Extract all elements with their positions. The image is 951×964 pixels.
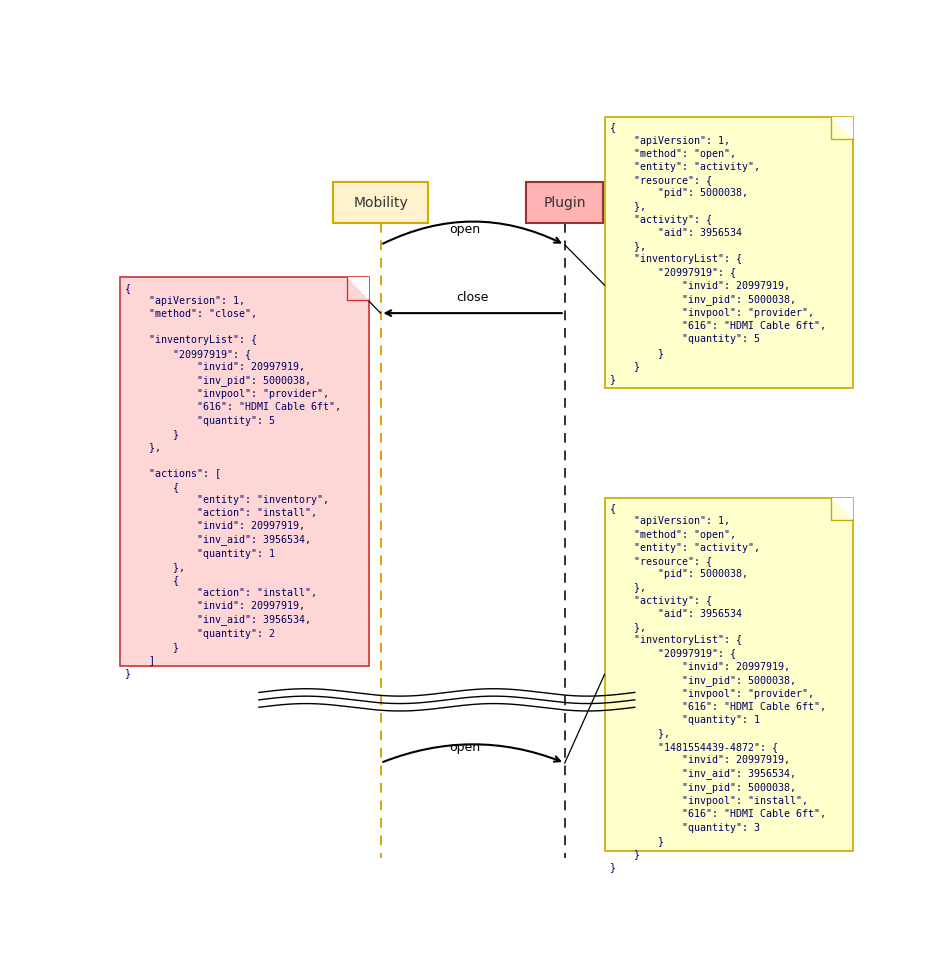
Text: {
    "apiVersion": 1,
    "method": "open",
    "entity": "activity",
    "reso: { "apiVersion": 1, "method": "open", "en… xyxy=(610,503,825,872)
Text: open: open xyxy=(450,223,481,236)
FancyBboxPatch shape xyxy=(526,182,604,223)
Text: {
    "apiVersion": 1,
    "method": "close",

    "inventoryList": {
        "2: { "apiVersion": 1, "method": "close", "i… xyxy=(125,282,340,679)
Polygon shape xyxy=(831,498,853,521)
Text: close: close xyxy=(456,291,489,305)
Text: Mobility: Mobility xyxy=(353,196,408,209)
FancyBboxPatch shape xyxy=(333,182,428,223)
FancyBboxPatch shape xyxy=(605,498,853,850)
FancyBboxPatch shape xyxy=(120,278,369,666)
Text: {
    "apiVersion": 1,
    "method": "open",
    "entity": "activity",
    "reso: { "apiVersion": 1, "method": "open", "en… xyxy=(610,122,825,384)
FancyBboxPatch shape xyxy=(605,118,853,388)
Text: open: open xyxy=(450,741,481,754)
Text: Plugin: Plugin xyxy=(544,196,586,209)
Polygon shape xyxy=(831,118,853,140)
Polygon shape xyxy=(346,278,369,300)
